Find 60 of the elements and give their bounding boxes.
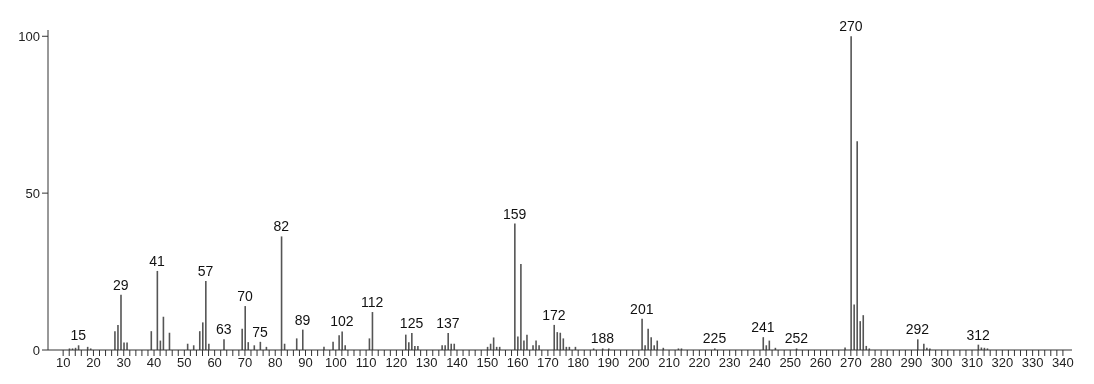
x-tick-label: 50 [177,355,192,371]
x-tick-label: 320 [991,355,1014,371]
annotation: 41 [149,252,166,269]
x-tick-label: 230 [718,355,741,371]
y-tick-label: 100 [18,28,40,44]
annotation: 89 [294,311,311,328]
x-tick-label: 200 [627,355,650,371]
x-tick-label: 340 [1052,355,1074,371]
annotation: 252 [784,330,809,347]
x-tick-label: 90 [298,355,313,371]
x-tick-label: 280 [870,355,892,371]
x-tick-label: 270 [839,355,862,371]
annotation: 188 [590,330,615,347]
x-tick-label: 300 [930,355,953,371]
annotation: 201 [630,300,654,317]
annotation: 292 [905,321,930,338]
x-tick-label: 240 [749,355,771,371]
annotation: 270 [839,18,863,35]
annotation: 125 [399,315,424,332]
x-tick-label: 60 [207,355,222,371]
annotation: 102 [330,313,354,330]
annotation: 172 [542,306,566,323]
x-tick-label: 260 [809,355,832,371]
x-tick-label: 140 [446,355,468,371]
annotation: 225 [702,330,727,347]
annotation: 159 [502,205,527,222]
y-tick-label: 50 [25,185,40,201]
x-tick-label: 80 [267,355,283,371]
x-tick-label: 30 [116,355,131,371]
x-tick-label: 190 [597,355,620,371]
x-tick-label: 10 [55,355,71,371]
annotation: 29 [112,276,129,293]
annotation: 63 [215,321,232,338]
annotation: 70 [237,288,253,305]
annotation: 15 [70,327,87,344]
x-tick-label: 170 [537,355,559,371]
x-tick-label: 210 [658,355,680,371]
x-tick-label: 250 [779,355,802,371]
x-tick-label: 130 [415,355,438,371]
annotation: 312 [966,326,990,343]
x-tick-label: 220 [688,355,711,371]
annotation: 112 [361,294,384,311]
x-tick-label: 330 [1021,355,1044,371]
annotation: 82 [273,218,290,235]
annotation: 75 [252,323,269,340]
x-tick-label: 290 [900,355,923,371]
x-tick-label: 20 [86,355,101,371]
annotation: 241 [751,319,775,336]
x-tick-label: 70 [237,355,253,371]
annotation: 57 [197,262,214,279]
annotation: 137 [436,315,460,332]
x-tick-label: 150 [476,355,499,371]
x-tick-label: 160 [506,355,529,371]
x-tick-label: 310 [961,355,983,371]
x-tick-label: 40 [146,355,162,371]
x-tick-label: 180 [567,355,590,371]
y-tick-label: 0 [32,342,40,358]
x-tick-label: 120 [385,355,408,371]
x-tick-label: 110 [355,355,377,371]
x-tick-label: 100 [324,355,347,371]
